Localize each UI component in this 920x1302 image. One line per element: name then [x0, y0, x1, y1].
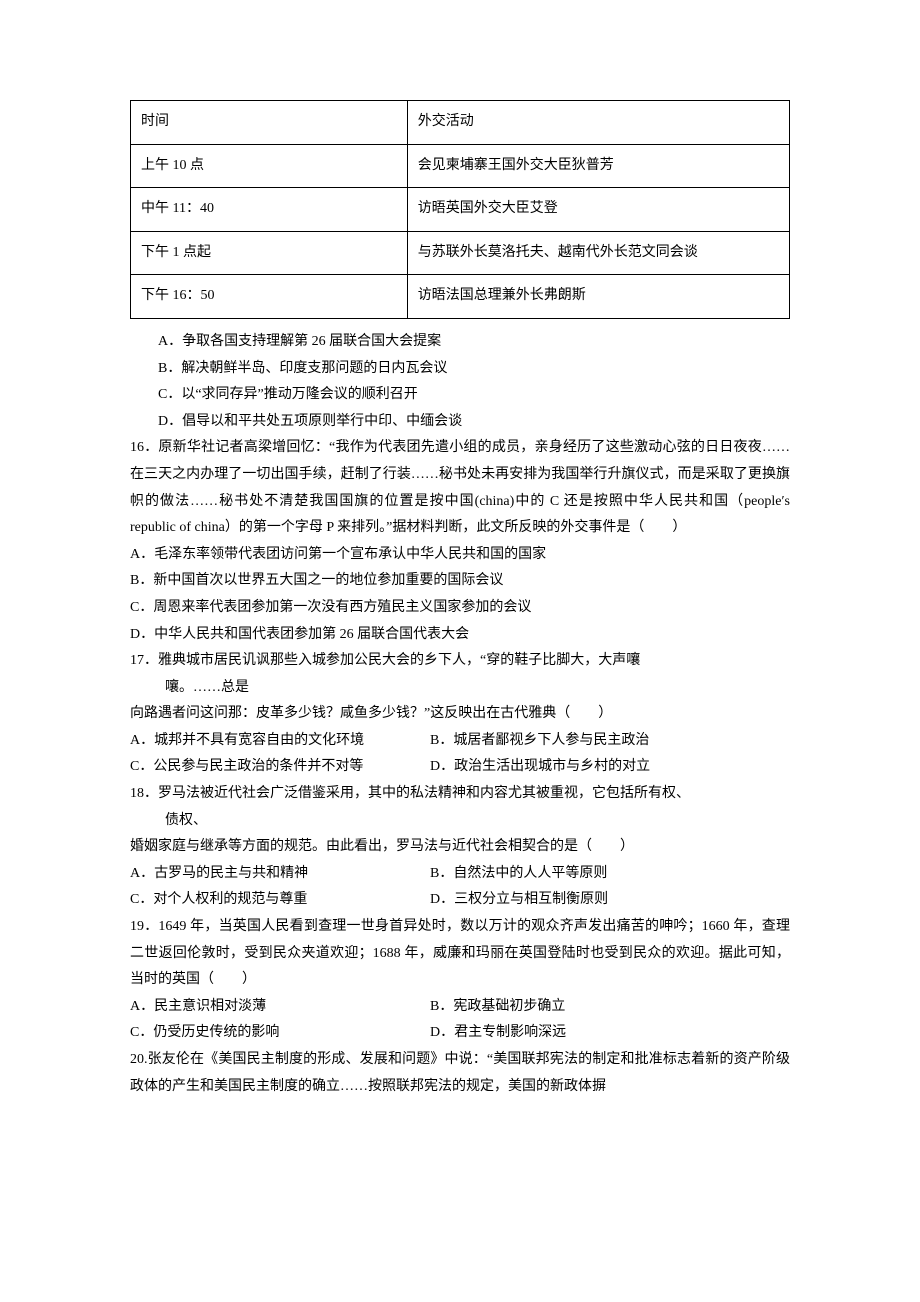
q17-stem-line1: 17．雅典城市居民讥讽那些入城参加公民大会的乡下人，“穿的鞋子比脚大，大声嚷: [130, 648, 790, 675]
q15-option-d: D．倡导以和平共处五项原则举行中印、中缅会谈: [130, 409, 790, 436]
q19-option-d: D．君主专制影响深远: [430, 1020, 566, 1047]
cell-time: 下午 16：50: [131, 275, 408, 319]
q19-stem: 19．1649 年，当英国人民看到查理一世身首异处时，数以万计的观众齐声发出痛苦…: [130, 914, 790, 994]
q19-option-b: B．宪政基础初步确立: [430, 994, 565, 1021]
table-row: 中午 11：40 访晤英国外交大臣艾登: [131, 188, 790, 232]
q18-option-c: C．对个人权利的规范与尊重: [130, 887, 430, 914]
q18-stem-line3: 婚姻家庭与继承等方面的规范。由此看出，罗马法与近代社会相契合的是（ ）: [130, 834, 790, 861]
q18-option-b: B．自然法中的人人平等原则: [430, 861, 607, 888]
q17-option-a: A．城邦并不具有宽容自由的文化环境: [130, 728, 430, 755]
q18-options-row1: A．古罗马的民主与共和精神 B．自然法中的人人平等原则: [130, 861, 790, 888]
table-row: 下午 1 点起 与苏联外长莫洛托夫、越南代外长范文同会谈: [131, 231, 790, 275]
q15-option-b: B．解决朝鲜半岛、印度支那问题的日内瓦会议: [130, 356, 790, 383]
q19-options-row2: C．仍受历史传统的影响 D．君主专制影响深远: [130, 1020, 790, 1047]
cell-activity: 会见柬埔寨王国外交大臣狄普芳: [407, 144, 789, 188]
cell-activity: 访晤英国外交大臣艾登: [407, 188, 789, 232]
q17-stem-line3: 向路遇者问这问那：皮革多少钱？咸鱼多少钱？”这反映出在古代雅典（ ）: [130, 701, 790, 728]
cell-activity: 访晤法国总理兼外长弗朗斯: [407, 275, 789, 319]
q17-option-c: C．公民参与民主政治的条件并不对等: [130, 754, 430, 781]
q18-option-d: D．三权分立与相互制衡原则: [430, 887, 608, 914]
q15-option-a: A．争取各国支持理解第 26 届联合国大会提案: [130, 329, 790, 356]
q19-options-row1: A．民主意识相对淡薄 B．宪政基础初步确立: [130, 994, 790, 1021]
q18-options-row2: C．对个人权利的规范与尊重 D．三权分立与相互制衡原则: [130, 887, 790, 914]
table-header-row: 时间 外交活动: [131, 101, 790, 145]
cell-activity: 与苏联外长莫洛托夫、越南代外长范文同会谈: [407, 231, 789, 275]
q17-option-b: B．城居者鄙视乡下人参与民主政治: [430, 728, 649, 755]
col-header-time: 时间: [131, 101, 408, 145]
q16-option-a: A．毛泽东率领带代表团访问第一个宣布承认中华人民共和国的国家: [130, 542, 790, 569]
q16-option-b: B．新中国首次以世界五大国之一的地位参加重要的国际会议: [130, 568, 790, 595]
q17-stem-line2: 嚷。……总是: [130, 675, 790, 702]
q17-options-row2: C．公民参与民主政治的条件并不对等 D．政治生活出现城市与乡村的对立: [130, 754, 790, 781]
q16-stem: 16．原新华社记者高梁增回忆：“我作为代表团先遣小组的成员，亲身经历了这些激动心…: [130, 435, 790, 541]
table-row: 上午 10 点 会见柬埔寨王国外交大臣狄普芳: [131, 144, 790, 188]
col-header-activity: 外交活动: [407, 101, 789, 145]
q17-option-d: D．政治生活出现城市与乡村的对立: [430, 754, 650, 781]
q18-stem-line2: 债权、: [130, 808, 790, 835]
q19-option-c: C．仍受历史传统的影响: [130, 1020, 430, 1047]
schedule-table: 时间 外交活动 上午 10 点 会见柬埔寨王国外交大臣狄普芳 中午 11：40 …: [130, 100, 790, 319]
q19-option-a: A．民主意识相对淡薄: [130, 994, 430, 1021]
q16-option-d: D．中华人民共和国代表团参加第 26 届联合国代表大会: [130, 622, 790, 649]
cell-time: 上午 10 点: [131, 144, 408, 188]
cell-time: 中午 11：40: [131, 188, 408, 232]
q15-option-c: C．以“求同存异”推动万隆会议的顺利召开: [130, 382, 790, 409]
document-page: 时间 外交活动 上午 10 点 会见柬埔寨王国外交大臣狄普芳 中午 11：40 …: [0, 0, 920, 1160]
q20-stem: 20.张友伦在《美国民主制度的形成、发展和问题》中说：“美国联邦宪法的制定和批准…: [130, 1047, 790, 1100]
q18-stem-line1: 18．罗马法被近代社会广泛借鉴采用，其中的私法精神和内容尤其被重视，它包括所有权…: [130, 781, 790, 808]
table-row: 下午 16：50 访晤法国总理兼外长弗朗斯: [131, 275, 790, 319]
cell-time: 下午 1 点起: [131, 231, 408, 275]
q18-option-a: A．古罗马的民主与共和精神: [130, 861, 430, 888]
q17-options-row1: A．城邦并不具有宽容自由的文化环境 B．城居者鄙视乡下人参与民主政治: [130, 728, 790, 755]
q16-option-c: C．周恩来率代表团参加第一次没有西方殖民主义国家参加的会议: [130, 595, 790, 622]
